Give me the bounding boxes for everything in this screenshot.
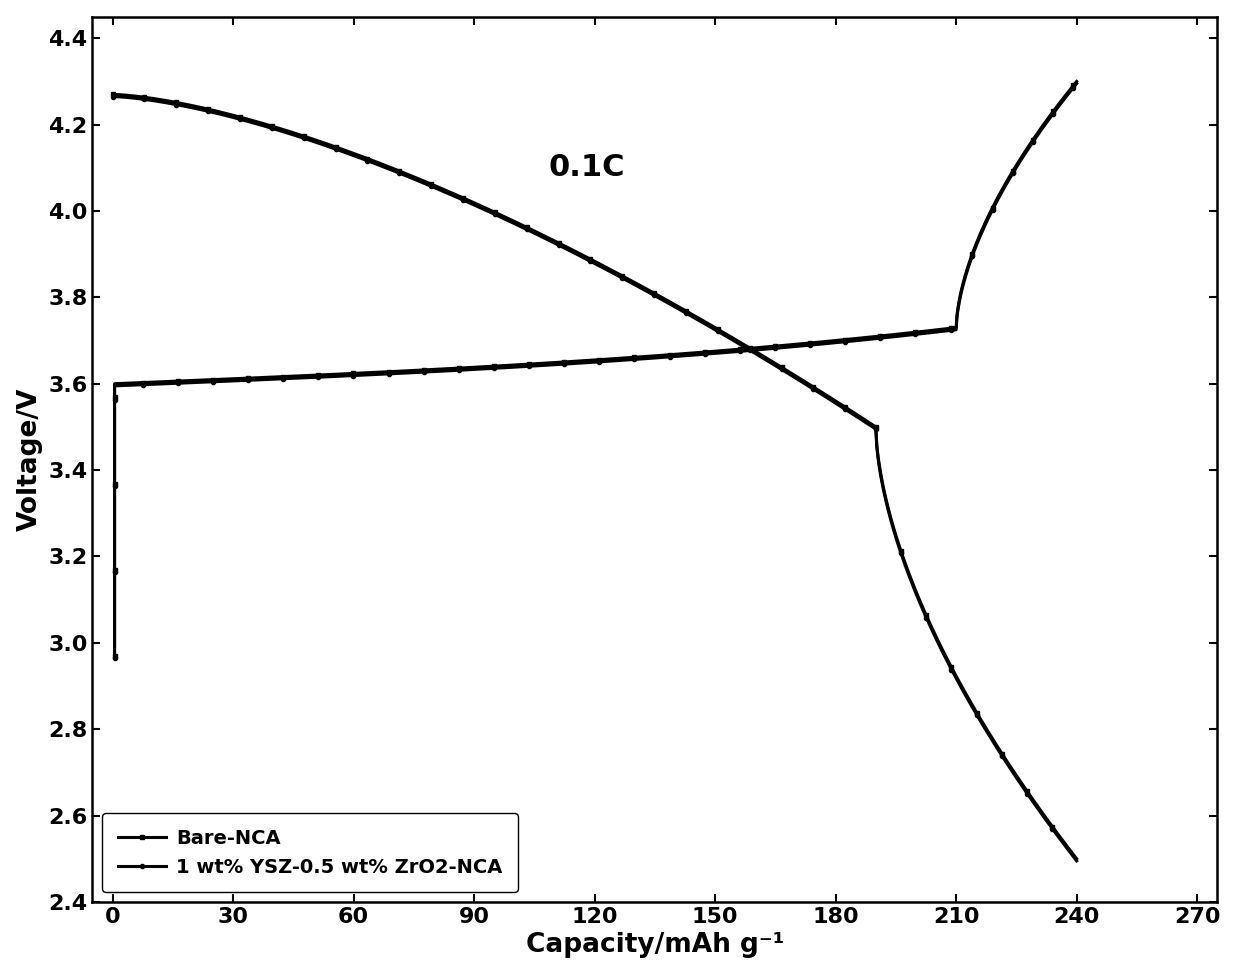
- 1 wt% YSZ-0.5 wt% ZrO2-NCA: [754, 351, 769, 363]
- 1 wt% YSZ-0.5 wt% ZrO2-NCA: [105, 91, 120, 102]
- Bare-NCA: [1069, 853, 1084, 865]
- Bare-NCA: [754, 349, 769, 361]
- Bare-NCA: [874, 474, 889, 486]
- Bare-NCA: [957, 685, 972, 697]
- Line: 1 wt% YSZ-0.5 wt% ZrO2-NCA: 1 wt% YSZ-0.5 wt% ZrO2-NCA: [110, 95, 1079, 863]
- 1 wt% YSZ-0.5 wt% ZrO2-NCA: [723, 332, 738, 344]
- 1 wt% YSZ-0.5 wt% ZrO2-NCA: [1069, 855, 1084, 867]
- 1 wt% YSZ-0.5 wt% ZrO2-NCA: [697, 318, 712, 330]
- 1 wt% YSZ-0.5 wt% ZrO2-NCA: [957, 688, 972, 700]
- Y-axis label: Voltage/V: Voltage/V: [16, 388, 42, 531]
- X-axis label: Capacity/mAh g⁻¹: Capacity/mAh g⁻¹: [526, 932, 784, 958]
- Bare-NCA: [105, 89, 120, 100]
- Bare-NCA: [697, 315, 712, 327]
- Bare-NCA: [167, 97, 182, 108]
- Text: 0.1C: 0.1C: [548, 153, 625, 182]
- Legend: Bare-NCA, 1 wt% YSZ-0.5 wt% ZrO2-NCA: Bare-NCA, 1 wt% YSZ-0.5 wt% ZrO2-NCA: [102, 813, 518, 892]
- Line: Bare-NCA: Bare-NCA: [110, 93, 1079, 861]
- 1 wt% YSZ-0.5 wt% ZrO2-NCA: [874, 476, 889, 488]
- Bare-NCA: [723, 331, 738, 342]
- 1 wt% YSZ-0.5 wt% ZrO2-NCA: [167, 98, 182, 110]
